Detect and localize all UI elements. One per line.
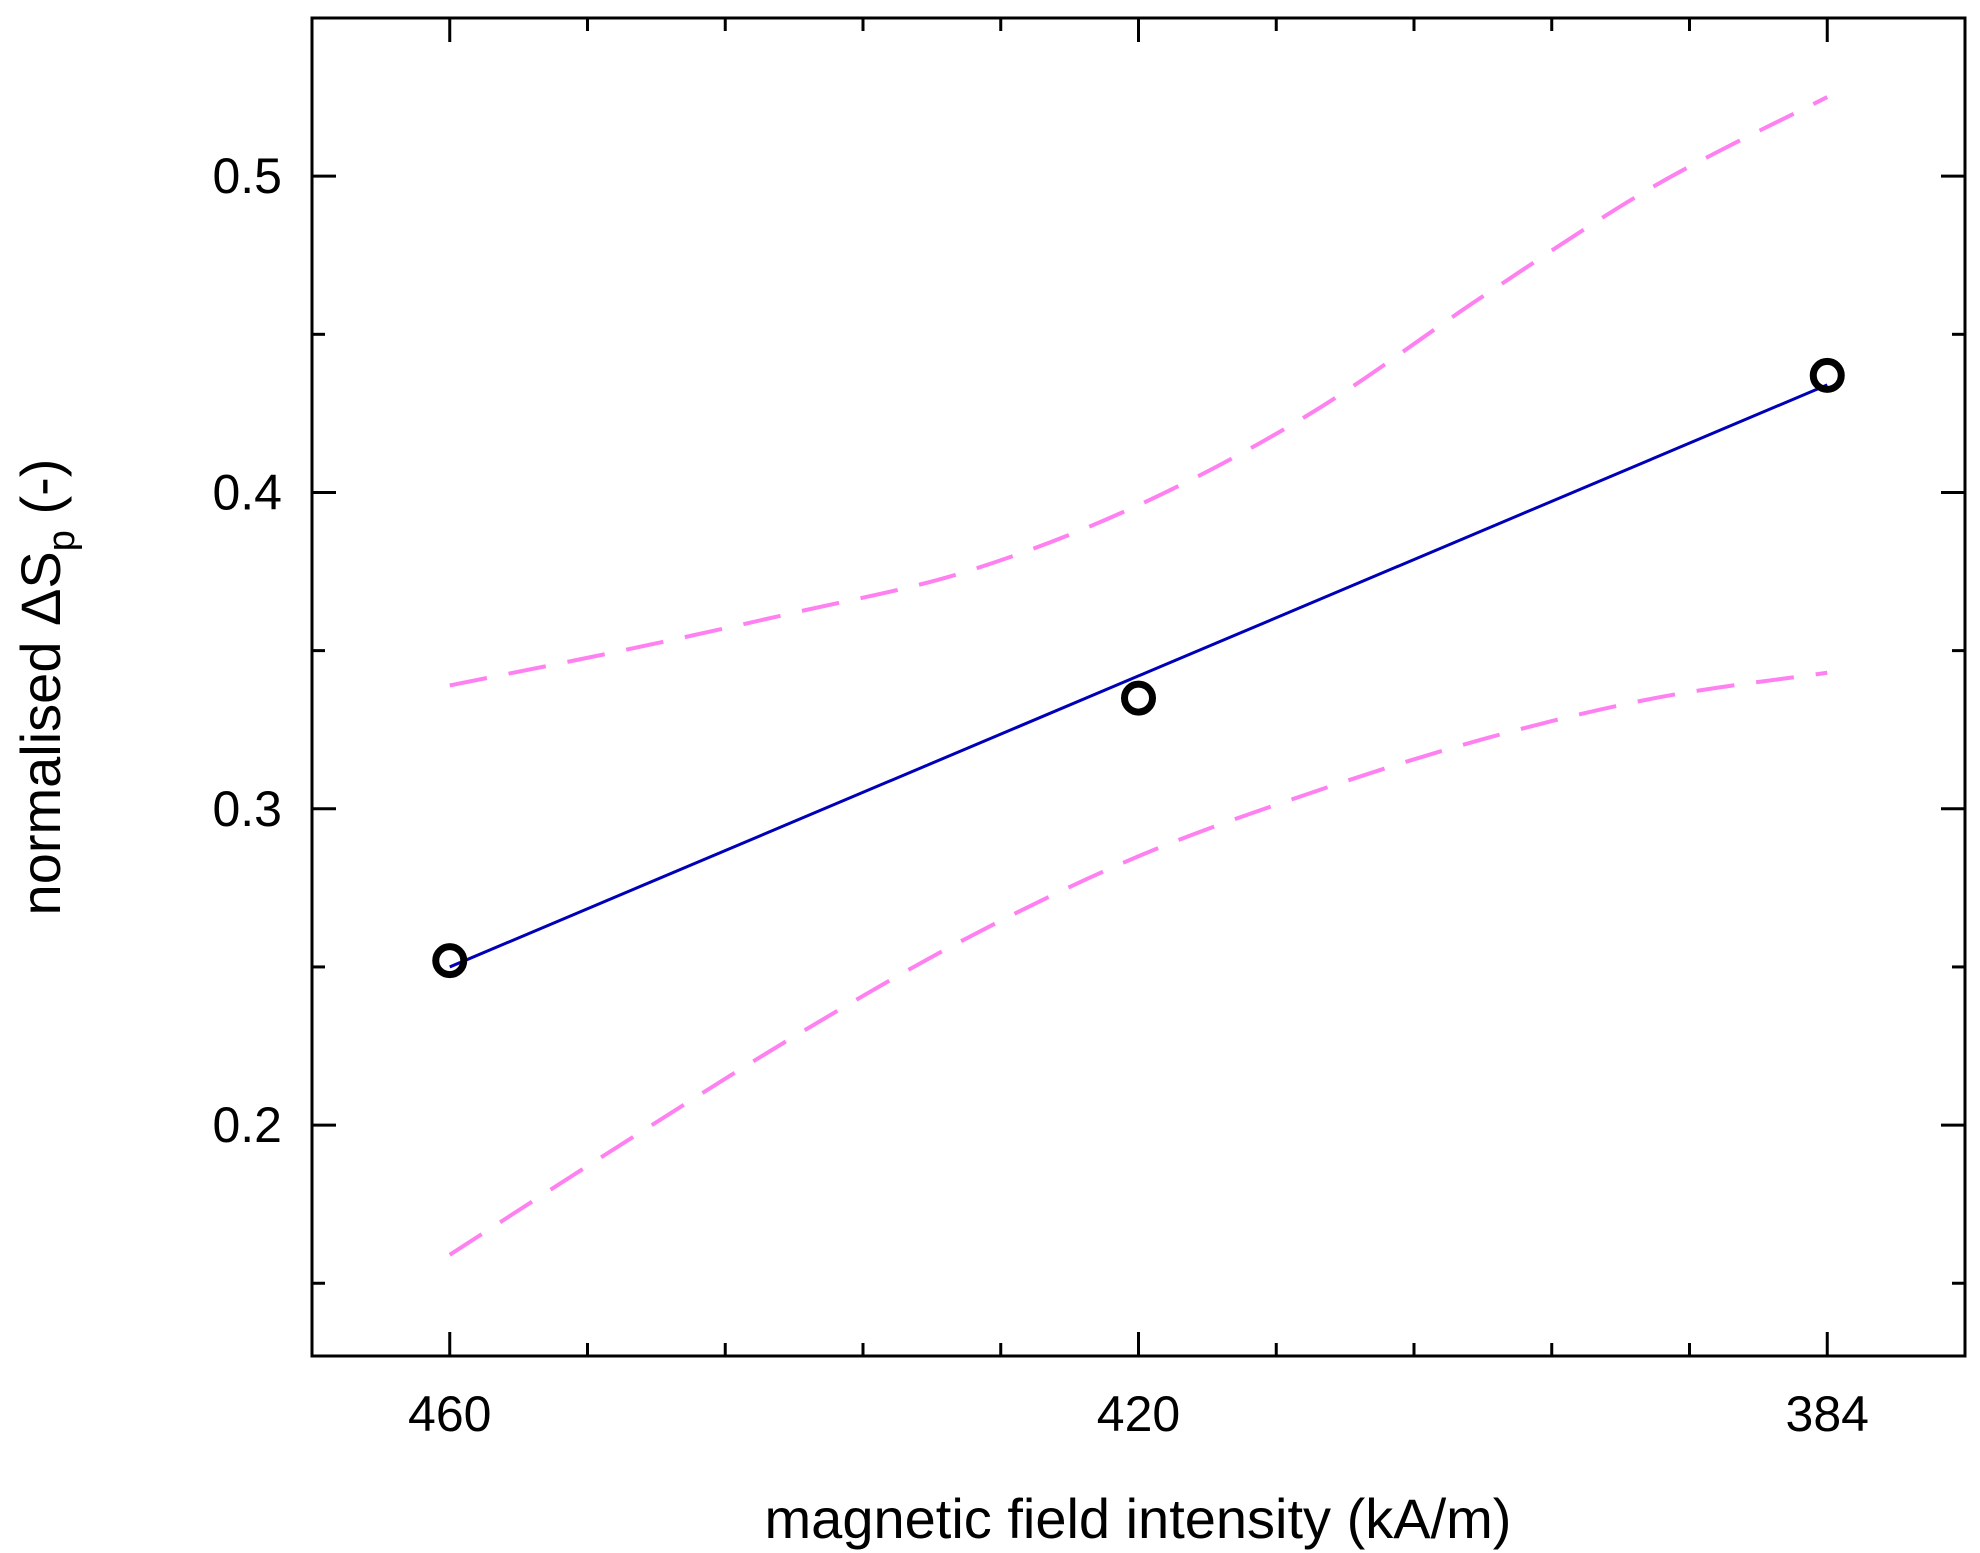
y-axis-title-symbol: S	[9, 551, 72, 588]
fit-line-group	[450, 385, 1828, 967]
delta-symbol: Δ	[9, 589, 72, 626]
x-tick-label: 460	[408, 1386, 491, 1442]
upper-confidence-band-line	[450, 97, 1828, 685]
x-axis-title: magnetic field intensity (kA/m)	[765, 1487, 1512, 1550]
linear-fit-line	[450, 385, 1828, 967]
y-tick-label: 0.4	[212, 464, 282, 520]
data-point-marker	[1125, 684, 1153, 712]
data-point-marker	[436, 947, 464, 975]
y-axis-title-subscript: p	[41, 530, 83, 551]
x-tick-label: 420	[1097, 1386, 1180, 1442]
x-tick-label: 384	[1786, 1386, 1869, 1442]
chart-canvas: 460 420 384 0.2 0.3 0.4 0.5 magnetic field in…	[0, 0, 1980, 1553]
x-tick-labels: 460 420 384	[408, 1386, 1869, 1442]
y-tick-label: 0.3	[212, 781, 282, 837]
lower-confidence-band-line	[450, 673, 1828, 1255]
y-tick-label: 0.2	[212, 1097, 282, 1153]
y-axis-title: normalised ΔSp (-)	[9, 459, 83, 916]
y-axis-title-prefix: normalised	[9, 626, 72, 915]
y-axis-title-suffix: (-)	[9, 459, 72, 531]
y-tick-label: 0.5	[212, 148, 282, 204]
y-tick-labels: 0.2 0.3 0.4 0.5	[212, 148, 282, 1153]
